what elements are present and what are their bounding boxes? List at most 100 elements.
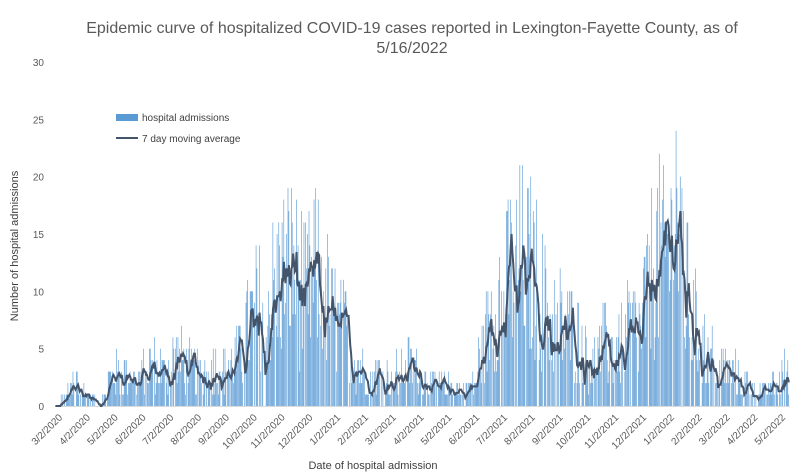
- admission-bar: [590, 371, 592, 406]
- admission-bar: [239, 325, 241, 406]
- admission-bar: [87, 394, 89, 406]
- admission-bar: [450, 383, 452, 406]
- admission-bar: [576, 383, 578, 406]
- admission-bar: [250, 291, 252, 406]
- admission-bar: [80, 394, 81, 406]
- admission-bar: [254, 302, 255, 406]
- admission-bar: [761, 394, 763, 406]
- admission-bar: [665, 245, 667, 406]
- admission-bar: [438, 371, 440, 406]
- admission-bar: [685, 348, 686, 406]
- admission-bar: [671, 199, 673, 406]
- admission-bar: [647, 234, 648, 406]
- admission-bar: [151, 371, 153, 406]
- admission-bar: [411, 348, 412, 406]
- bar-series: [60, 130, 789, 407]
- admission-bar: [664, 222, 665, 406]
- admission-bar: [501, 291, 502, 406]
- admission-bar: [737, 394, 738, 406]
- admission-bar: [339, 302, 341, 406]
- admission-bar: [737, 360, 739, 406]
- admission-bar: [128, 383, 130, 406]
- admission-bar: [190, 360, 191, 406]
- admission-bar: [522, 279, 524, 406]
- admission-bar: [306, 268, 307, 406]
- admission-bar: [695, 291, 697, 406]
- admission-bar: [558, 348, 559, 406]
- admission-bar: [336, 371, 338, 406]
- admission-bar: [496, 371, 497, 406]
- admission-bar: [353, 383, 354, 406]
- admission-bar: [154, 394, 156, 406]
- admission-bar: [378, 360, 380, 406]
- admission-bar: [142, 371, 143, 406]
- admission-bar: [76, 371, 78, 406]
- admission-bar: [90, 394, 91, 406]
- admission-bar: [366, 394, 368, 406]
- admission-bar: [212, 348, 214, 406]
- admission-bar: [517, 279, 519, 406]
- admission-bar: [307, 314, 309, 406]
- admission-bar: [275, 325, 277, 406]
- admission-bar: [245, 302, 247, 406]
- admission-bar: [604, 302, 605, 406]
- admission-bar: [214, 383, 216, 406]
- admission-bar: [535, 325, 537, 406]
- admission-bar: [664, 256, 666, 406]
- admission-bar: [774, 394, 775, 406]
- admission-bar: [420, 371, 422, 406]
- admission-bar: [177, 337, 179, 406]
- admission-bar: [274, 268, 275, 406]
- admission-bar: [196, 394, 197, 406]
- admission-bar: [345, 291, 347, 406]
- admission-bar: [422, 394, 423, 406]
- admission-bar: [60, 394, 62, 406]
- admission-bar: [379, 360, 380, 406]
- admission-bar: [133, 371, 135, 406]
- admission-bar: [139, 371, 140, 406]
- admission-bar: [767, 394, 768, 406]
- admission-bar: [567, 291, 569, 406]
- admission-bar: [786, 371, 788, 406]
- admission-bar: [667, 234, 668, 406]
- admission-bar: [73, 383, 75, 406]
- admission-bar: [313, 199, 315, 406]
- admission-bar: [624, 371, 626, 406]
- admission-bar: [170, 383, 171, 406]
- legend: hospital admissions 7 day moving average: [116, 113, 241, 145]
- admission-bar: [412, 383, 413, 406]
- x-axis-ticks: 3/2/20204/2/20205/2/20206/2/20207/2/2020…: [30, 412, 789, 452]
- admission-bar: [480, 371, 481, 406]
- admission-bar: [280, 337, 281, 406]
- admission-bar: [257, 314, 259, 406]
- admission-bar: [206, 371, 207, 406]
- admission-bar: [422, 394, 424, 406]
- admission-bar: [608, 371, 610, 406]
- admission-bar: [521, 268, 522, 406]
- admission-bar: [729, 360, 731, 406]
- admission-bar: [679, 234, 680, 406]
- admission-bar: [364, 394, 366, 406]
- admission-bar: [708, 383, 710, 406]
- admission-bar: [547, 302, 548, 406]
- admission-bar: [492, 348, 494, 406]
- admission-bar: [83, 383, 85, 406]
- admission-bar: [300, 279, 301, 406]
- admission-bar: [472, 371, 474, 406]
- admission-bar: [529, 348, 531, 406]
- admission-bar: [238, 325, 240, 406]
- admission-bar: [180, 371, 181, 406]
- admission-bar: [456, 383, 458, 406]
- admission-bar: [212, 394, 213, 406]
- admission-bar: [753, 383, 755, 406]
- admission-bar: [704, 314, 705, 406]
- admission-bar: [146, 371, 148, 406]
- admission-bar: [538, 360, 540, 406]
- admission-bar: [337, 302, 338, 406]
- admission-bar: [504, 325, 506, 406]
- admission-bar: [448, 394, 450, 406]
- admission-bar: [741, 394, 742, 406]
- x-axis-label: Date of hospital admission: [308, 460, 437, 472]
- admission-bar: [583, 383, 584, 406]
- admission-bar: [194, 348, 196, 406]
